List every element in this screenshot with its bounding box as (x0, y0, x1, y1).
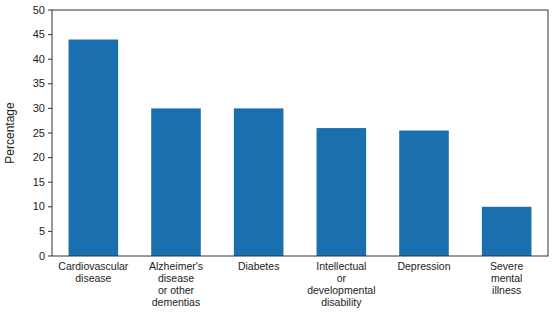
y-tick-label: 0 (39, 250, 45, 262)
y-tick (48, 206, 52, 207)
x-tick-label-line: disability (321, 296, 362, 308)
y-tick-label: 10 (33, 200, 45, 212)
x-tick-label-line: Diabetes (238, 260, 279, 272)
y-tick-label: 40 (33, 53, 45, 65)
y-tick-label: 50 (33, 4, 45, 16)
chart-container: 0 5 10 15 20 25 30 35 40 45 50 Percentage Cardiovasc… (0, 0, 558, 318)
bar (151, 108, 201, 256)
x-tick-label-line: or other (158, 284, 195, 296)
bar (482, 207, 532, 256)
y-tick (48, 83, 52, 84)
x-tick-label-line: Intellectual (316, 260, 366, 272)
y-tick (48, 59, 52, 60)
bar (234, 108, 284, 256)
y-axis-label: Percentage (3, 102, 17, 164)
x-tick-label-line: disease (75, 272, 111, 284)
plot-frame (52, 10, 548, 256)
x-axis: CardiovasculardiseaseAlzheimer'sdiseaseo… (58, 260, 523, 308)
y-tick-label: 15 (33, 176, 45, 188)
y-tick (48, 34, 52, 35)
x-tick-label: Severementalillness (490, 260, 523, 296)
x-tick-label-line: mental (491, 272, 523, 284)
x-tick-label: Intellectualordevelopmentaldisability (307, 260, 375, 308)
y-tick-label: 45 (33, 28, 45, 40)
y-axis: 0 5 10 15 20 25 30 35 40 45 50 (33, 4, 52, 262)
y-tick-label: 35 (33, 77, 45, 89)
x-tick-label-line: or (337, 272, 347, 284)
bar (69, 40, 119, 256)
x-tick-label-line: illness (492, 284, 521, 296)
y-tick (48, 108, 52, 109)
chart-svg: 0 5 10 15 20 25 30 35 40 45 50 Percentage Cardiovasc… (0, 0, 558, 318)
x-tick-label: Diabetes (238, 260, 279, 272)
x-tick-label-line: Alzheimer's (149, 260, 203, 272)
y-tick (48, 157, 52, 158)
bar (399, 131, 449, 256)
y-tick-label: 30 (33, 102, 45, 114)
y-tick (48, 256, 52, 257)
x-tick-label: Alzheimer'sdiseaseor otherdementias (149, 260, 203, 308)
y-tick-label: 20 (33, 151, 45, 163)
x-tick-label-line: Cardiovascular (58, 260, 129, 272)
bars (69, 40, 532, 256)
y-tick-label: 5 (39, 225, 45, 237)
x-tick-label-line: Depression (397, 260, 450, 272)
y-tick (48, 133, 52, 134)
x-tick-label-line: dementias (152, 296, 200, 308)
bar (317, 128, 367, 256)
y-tick (48, 231, 52, 232)
y-tick-label: 25 (33, 127, 45, 139)
x-tick-label-line: developmental (307, 284, 375, 296)
x-tick-label-line: disease (158, 272, 194, 284)
x-tick-label: Cardiovasculardisease (58, 260, 129, 284)
y-tick (48, 10, 52, 11)
x-tick-label-line: Severe (490, 260, 523, 272)
y-tick (48, 182, 52, 183)
x-tick-label: Depression (397, 260, 450, 272)
